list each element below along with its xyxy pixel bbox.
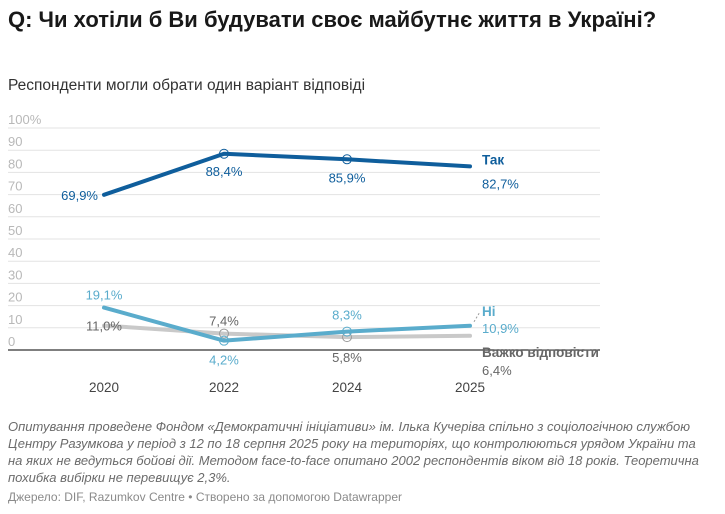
y-tick-label: 70 — [8, 179, 22, 194]
data-label: 82,7% — [482, 176, 519, 191]
data-point-marker — [219, 335, 229, 346]
source-credit: Джерело: DIF, Razumkov Centre • Створено… — [8, 490, 402, 504]
data-label: 69,9% — [61, 188, 98, 203]
y-tick-label: 80 — [8, 156, 22, 171]
x-tick-label: 2025 — [455, 380, 485, 395]
data-label: 4,2% — [209, 353, 239, 368]
y-tick-label: 100% — [8, 112, 42, 127]
series-name-label: Так — [482, 152, 504, 167]
data-label: 85,9% — [329, 170, 366, 185]
methodology-note: Опитування проведене Фондом «Демократичн… — [8, 419, 699, 485]
y-tick-label: 50 — [8, 223, 22, 238]
chart-subtitle: Респонденти могли обрати один варіант ві… — [8, 77, 366, 94]
series-line — [102, 305, 472, 343]
data-label: 8,3% — [332, 308, 362, 323]
data-label: 19,1% — [86, 288, 123, 303]
label-leader-line — [473, 311, 481, 323]
series-line — [102, 151, 472, 197]
data-point-marker — [342, 326, 352, 337]
data-label: 11,0% — [86, 319, 122, 334]
data-label: 5,8% — [332, 350, 362, 365]
y-tick-label: 30 — [8, 267, 22, 282]
data-point-marker — [219, 328, 229, 339]
chart-title: Q: Чи хотіли б Ви будувати своє майбутнє… — [8, 7, 657, 32]
y-tick-label: 10 — [8, 312, 22, 327]
y-tick-label: 60 — [8, 201, 22, 216]
series-name-label: Важко відповісти — [482, 345, 599, 360]
y-tick-label: 0 — [8, 334, 15, 349]
x-tick-label: 2022 — [209, 380, 239, 395]
data-point-marker — [342, 154, 352, 165]
y-tick-label: 40 — [8, 245, 22, 260]
line-chart: 100% 90 80 70 60 50 40 30 20 10 0 2020 2022 2024 2025 1… — [8, 112, 600, 395]
data-point-marker — [219, 148, 229, 159]
series-name-label: Ні — [482, 304, 496, 319]
x-tick-label: 2024 — [332, 380, 363, 395]
y-tick-label: 90 — [8, 134, 22, 149]
y-tick-label: 20 — [8, 290, 22, 305]
data-label: 6,4% — [482, 363, 512, 378]
x-tick-label: 2020 — [89, 380, 119, 395]
data-label: 7,4% — [209, 314, 239, 329]
data-label: 10,9% — [482, 321, 519, 336]
data-label: 88,4% — [206, 164, 243, 179]
